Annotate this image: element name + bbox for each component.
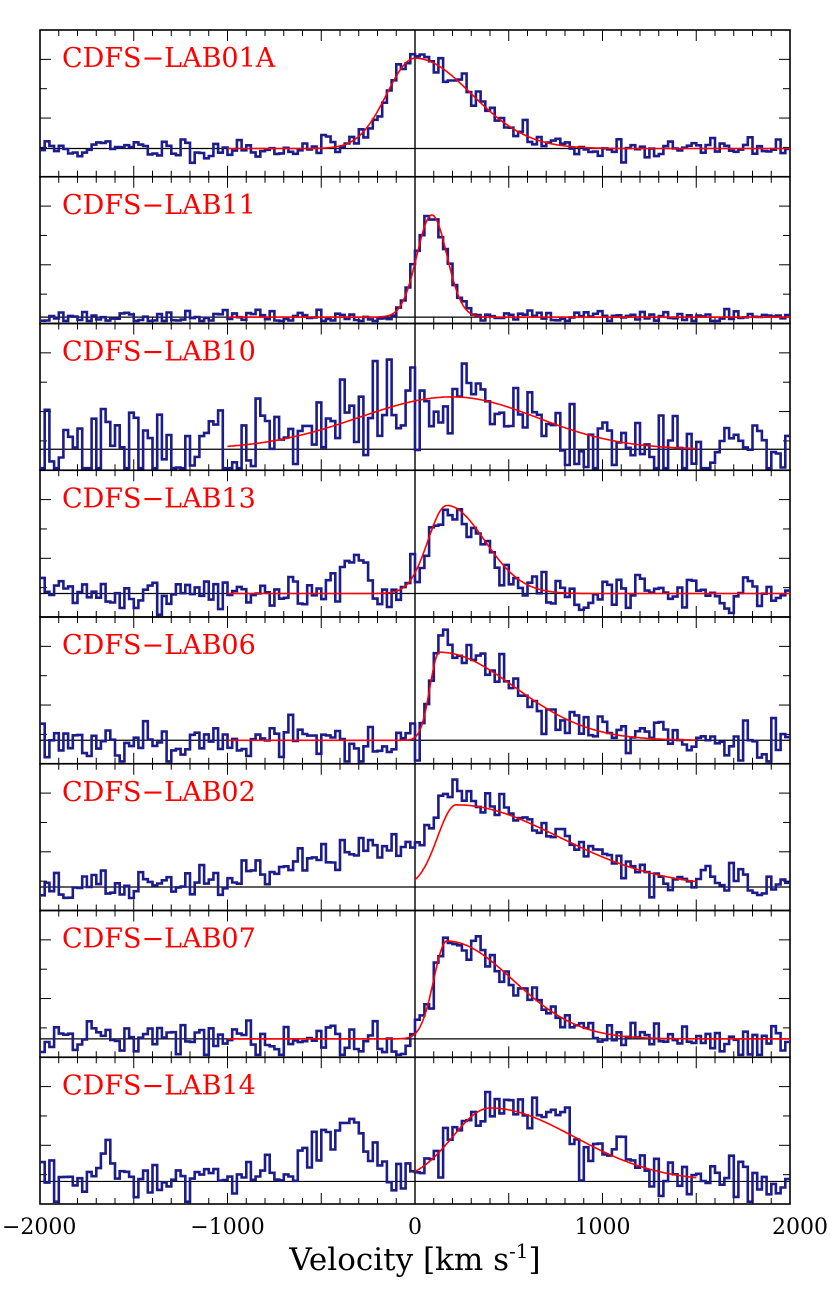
x-tick-label: −2000: [2, 1215, 76, 1240]
model-fit-curve: [227, 396, 697, 450]
model-fit-curve: [227, 214, 790, 318]
observed-spectrum: [40, 508, 790, 616]
x-tick-label: −1000: [190, 1215, 264, 1240]
x-tick-label: 2000: [772, 1215, 828, 1240]
x-axis-label-text: Velocity [km s: [288, 1242, 509, 1278]
observed-spectrum: [40, 1090, 790, 1203]
x-axis-label-close: ]: [528, 1242, 540, 1278]
spectrum-panel: CDFS−LAB11: [39, 175, 791, 325]
observed-spectrum: [40, 214, 790, 323]
panel-label: CDFS−LAB10: [62, 337, 256, 368]
spectrum-panel: CDFS−LAB06: [39, 616, 791, 765]
model-fit-curve: [227, 651, 697, 742]
panel-label: CDFS−LAB14: [62, 1070, 256, 1101]
spectrum-panel: CDFS−LAB07: [39, 909, 791, 1059]
panel-label: CDFS−LAB01A: [62, 43, 276, 74]
spectrum-panel: CDFS−LAB13: [39, 469, 791, 618]
spectrum-panel: CDFS−LAB02: [39, 762, 791, 912]
x-tick-label: 1000: [575, 1215, 631, 1240]
spectrum-panel: CDFS−LAB14: [39, 1056, 791, 1205]
model-fit-curve: [227, 57, 790, 150]
panel-label: CDFS−LAB13: [62, 483, 256, 514]
panel-label: CDFS−LAB11: [62, 190, 256, 221]
x-axis-label-exponent: -1: [509, 1239, 528, 1263]
observed-spectrum: [40, 778, 790, 900]
panel-group: CDFS−LAB01A CDFS−LAB11 CDFS−LAB10 CDFS−LAB1…: [39, 29, 791, 1205]
model-fit-curve: [414, 804, 697, 883]
model-fit-curve: [227, 940, 790, 1040]
x-axis-label: Velocity [km s-1]: [288, 1239, 540, 1278]
spectrum-panel: CDFS−LAB10: [39, 322, 791, 472]
panel-label: CDFS−LAB07: [62, 924, 256, 955]
x-tick-labels: −2000 −1000 0 1000 2000: [2, 1215, 828, 1240]
observed-spectrum: [40, 628, 790, 763]
model-fit-curve: [414, 1107, 697, 1179]
panel-label: CDFS−LAB06: [62, 630, 256, 661]
x-tick-label: 0: [408, 1215, 422, 1240]
observed-spectrum: [40, 52, 790, 165]
spectrum-panel: CDFS−LAB01A: [39, 29, 791, 178]
observed-spectrum: [40, 358, 790, 470]
model-fit-curve: [227, 504, 790, 595]
panel-label: CDFS−LAB02: [62, 777, 256, 808]
